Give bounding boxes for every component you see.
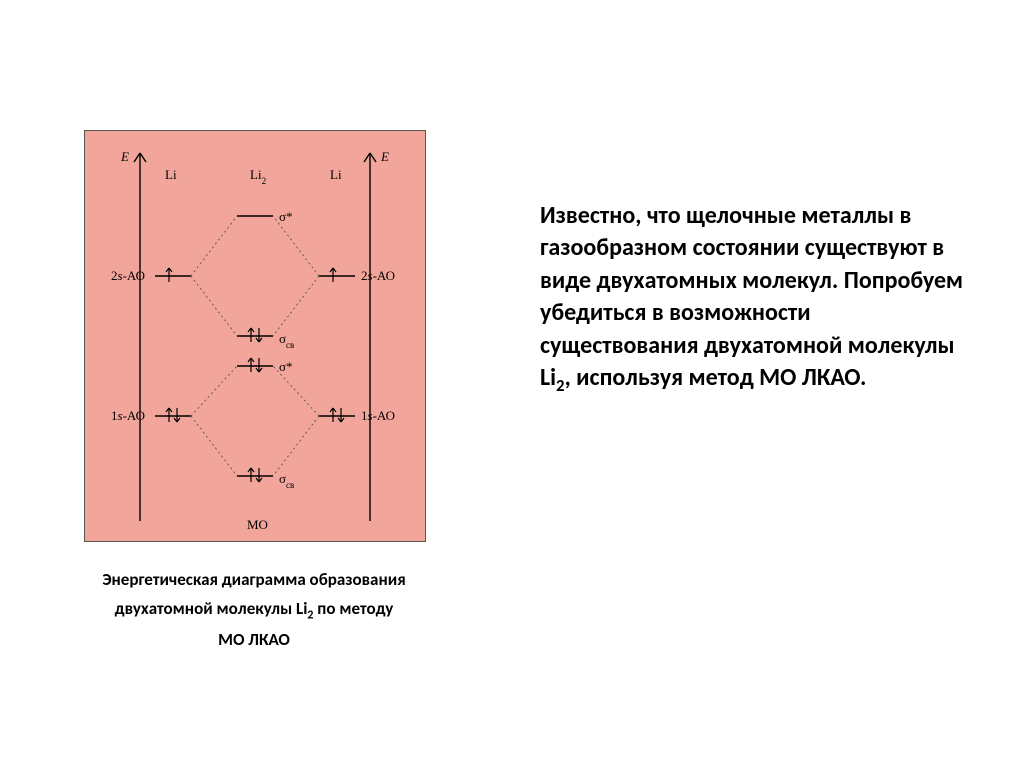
svg-text:Li2: Li2 [250, 167, 266, 186]
mo-svg: E E Li Li2 Li MO 2s-АО 2s-АО 1s-АО 1s-АО σ* σсв σ* σс… [85, 131, 425, 541]
caption-line2: МО ЛКАО [218, 629, 290, 650]
para-sub: 2 [556, 375, 565, 396]
mo-energy-diagram: E E Li Li2 Li MO 2s-АО 2s-АО 1s-АО 1s-АО σ* σсв σ* σс… [84, 130, 426, 542]
svg-text:σ*: σ* [279, 359, 293, 374]
svg-text:1s-АО: 1s-АО [361, 408, 395, 423]
para-post: , используя метод МО ЛКАО. [565, 363, 867, 392]
svg-text:E: E [120, 149, 129, 164]
svg-text:σ*: σ* [279, 209, 293, 224]
main-paragraph: Известно, что щелочные металлы в газообр… [540, 200, 970, 397]
diagram-caption: Энергетическая диаграмма образования дву… [84, 566, 424, 654]
svg-text:σсв: σсв [279, 471, 294, 490]
diagram-region: E E Li Li2 Li MO 2s-АО 2s-АО 1s-АО 1s-АО σ* σсв σ* σс… [84, 130, 424, 654]
svg-text:MO: MO [247, 517, 268, 532]
svg-text:1s-АО: 1s-АО [111, 408, 145, 423]
caption-line1-post: по методу [313, 598, 393, 619]
svg-text:2s-АО: 2s-АО [361, 268, 395, 283]
svg-text:Li: Li [165, 167, 177, 182]
svg-text:2s-АО: 2s-АО [111, 268, 145, 283]
svg-text:Li: Li [330, 167, 342, 182]
svg-text:σсв: σсв [279, 331, 294, 350]
svg-text:E: E [380, 149, 389, 164]
